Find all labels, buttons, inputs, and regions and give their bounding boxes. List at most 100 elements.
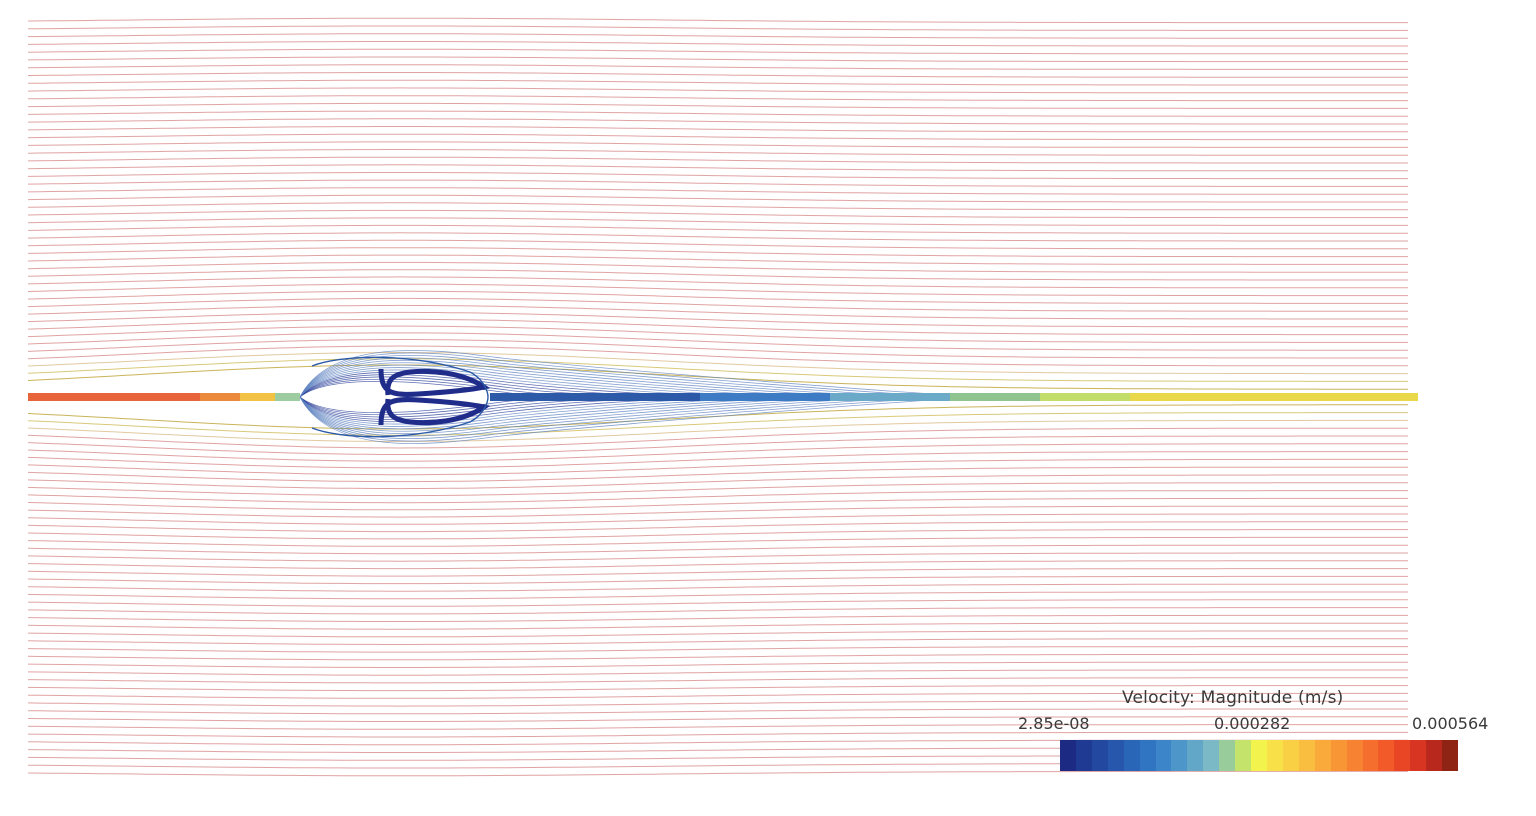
streamline [27, 164, 1408, 172]
streamline [27, 427, 1408, 449]
streamline [27, 731, 1408, 738]
centerline-segment [950, 393, 1040, 401]
streamline [27, 482, 1408, 497]
streamline [27, 187, 1408, 195]
streamline [27, 568, 1408, 577]
streamline [27, 56, 1408, 63]
streamline [27, 451, 1408, 469]
colorbar-swatch [1091, 740, 1108, 771]
colorbar-swatch [1282, 740, 1299, 771]
colorbar-swatch [1410, 740, 1427, 771]
streamline [27, 490, 1408, 504]
colorbar-max-label: 0.000564 [1412, 714, 1489, 733]
colorbar-swatch [1394, 740, 1411, 771]
colorbar-swatch [1330, 740, 1347, 771]
wake-streamline [299, 355, 1418, 398]
streamline [27, 254, 1408, 265]
colorbar-swatch [1362, 740, 1379, 771]
streamline [27, 345, 1408, 367]
streamline [27, 443, 1408, 462]
streamline [27, 224, 1408, 234]
streamline [27, 33, 1408, 39]
streamline [27, 283, 1408, 297]
colorbar [1060, 740, 1459, 771]
centerline-segment [200, 393, 240, 401]
streamline [27, 217, 1408, 226]
streamline [27, 716, 1408, 722]
colorbar-swatch [1346, 740, 1363, 771]
streamline [27, 466, 1408, 483]
streamline [27, 552, 1408, 562]
streamline [27, 232, 1408, 242]
colorbar-title: Velocity: Magnitude (m/s) [1122, 688, 1344, 708]
streamline [27, 560, 1408, 570]
colorbar-swatch [1298, 740, 1315, 771]
colorbar-swatch [1251, 740, 1267, 771]
streamline [27, 646, 1408, 653]
streamline [27, 304, 1408, 320]
streamline [27, 458, 1408, 476]
centerline-segment [1130, 393, 1418, 401]
streamline [27, 700, 1408, 707]
streamline [27, 102, 1408, 109]
streamline [27, 126, 1408, 133]
wake-streamline [299, 396, 1418, 435]
streamline [27, 474, 1408, 490]
centerline-segment [28, 393, 200, 401]
colorbar-swatch [1314, 740, 1331, 771]
streamline [27, 513, 1408, 525]
streamline [27, 156, 1408, 164]
wake-streamline [299, 396, 1418, 437]
streamline [27, 41, 1408, 47]
wake-streamline [299, 359, 1418, 398]
wake-streamline [299, 357, 1418, 398]
streamline [27, 79, 1408, 86]
streamline [27, 17, 1408, 24]
colorbar-swatch [1235, 740, 1252, 771]
streamline [27, 661, 1408, 668]
streamline [27, 497, 1408, 511]
colorbar-mid-label: 0.000282 [1214, 714, 1291, 733]
streamline [27, 521, 1408, 533]
colorbar-min-label: 2.85e-08 [1018, 714, 1090, 733]
streamline [27, 770, 1408, 777]
streamline [27, 64, 1408, 70]
colorbar-swatch [1219, 740, 1236, 771]
streamlines [27, 17, 1408, 777]
streamline [27, 404, 1408, 430]
streamline [27, 638, 1408, 645]
streamline [27, 536, 1408, 547]
streamline [27, 318, 1408, 336]
centerline-segment [830, 393, 950, 401]
streamline [27, 25, 1408, 31]
streamline [27, 653, 1408, 661]
centerline-segment [275, 393, 300, 401]
streamline [27, 172, 1408, 180]
streamline [27, 261, 1408, 273]
streamline [27, 529, 1408, 540]
colorbar-swatch [1378, 740, 1395, 771]
streamline [27, 118, 1408, 125]
colorbar-swatch [1442, 740, 1459, 771]
colorbar-swatch [1107, 740, 1124, 771]
centerline-segment [700, 393, 830, 401]
streamline [27, 202, 1408, 211]
streamline [27, 669, 1408, 676]
streamline [27, 110, 1408, 117]
wake-streamline [299, 396, 1418, 439]
wake-region [28, 350, 1418, 444]
wake-streamline [299, 396, 1418, 444]
streamline [27, 297, 1408, 312]
streamline [27, 692, 1408, 699]
colorbar-swatch [1075, 740, 1092, 771]
streamline [27, 269, 1408, 281]
streamline [27, 332, 1408, 351]
streamline [27, 48, 1408, 55]
streamline [27, 599, 1408, 607]
centerline-segment [1040, 393, 1130, 401]
upper-vortex [378, 368, 491, 397]
streamline [27, 575, 1408, 585]
streamline [27, 239, 1408, 250]
streamline [27, 685, 1408, 692]
